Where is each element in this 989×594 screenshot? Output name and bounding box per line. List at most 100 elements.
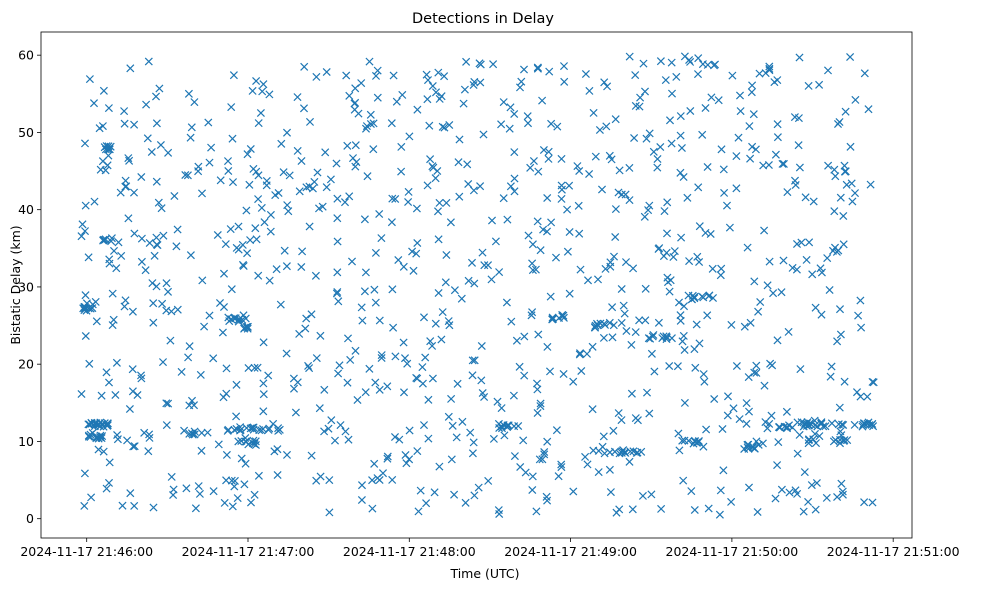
data-point (869, 378, 878, 387)
data-point (599, 432, 608, 441)
data-point (596, 319, 605, 328)
data-point (434, 68, 443, 77)
data-point (155, 84, 164, 93)
data-point (641, 316, 650, 325)
data-point (788, 263, 797, 272)
data-point (84, 253, 93, 262)
data-point (147, 147, 156, 157)
data-point (817, 268, 826, 277)
data-point (835, 117, 844, 127)
data-point (442, 250, 451, 260)
data-point (602, 122, 611, 131)
data-point (765, 62, 774, 71)
data-point (343, 378, 352, 387)
data-point (690, 505, 699, 515)
data-point (444, 412, 453, 421)
data-point (591, 321, 600, 330)
data-point (520, 332, 529, 341)
data-point (826, 372, 835, 381)
data-point (431, 319, 440, 328)
data-point (768, 361, 777, 370)
data-point (734, 133, 743, 142)
data-point (815, 80, 824, 89)
data-point (373, 66, 382, 75)
data-point (499, 98, 508, 107)
data-point (569, 487, 578, 496)
data-point (680, 345, 689, 355)
data-point (534, 330, 543, 339)
data-point (645, 129, 654, 138)
data-point (495, 509, 504, 519)
data-point (810, 421, 820, 430)
data-point (463, 160, 472, 169)
data-point (371, 378, 380, 387)
data-point (89, 99, 99, 108)
data-point (452, 433, 461, 442)
data-point (128, 365, 137, 374)
data-point (827, 362, 836, 371)
data-point (794, 141, 803, 150)
data-point (678, 436, 687, 445)
data-point (594, 468, 603, 477)
data-point (725, 223, 734, 232)
data-point (351, 141, 360, 150)
data-point (591, 152, 600, 161)
data-point (184, 353, 193, 362)
data-point (630, 133, 639, 143)
data-point (102, 368, 111, 377)
data-point (695, 257, 704, 267)
data-point (545, 367, 555, 376)
data-point (716, 271, 725, 280)
data-point (237, 454, 246, 463)
data-point (548, 315, 557, 324)
data-point (773, 120, 782, 129)
data-point (102, 142, 111, 151)
data-point (149, 318, 158, 327)
data-point (265, 424, 274, 433)
data-point (532, 507, 541, 516)
data-point (600, 78, 609, 87)
data-point (573, 162, 582, 171)
data-point (653, 154, 662, 164)
data-point (422, 499, 431, 508)
data-point (811, 505, 820, 514)
data-point (447, 394, 456, 403)
data-point (241, 459, 250, 468)
data-point (811, 303, 820, 312)
data-point (187, 123, 196, 132)
data-point (444, 317, 453, 326)
data-point (244, 363, 253, 373)
data-point (617, 284, 626, 294)
data-point (674, 298, 684, 307)
data-point (759, 161, 768, 170)
data-point (241, 314, 250, 323)
data-point (695, 222, 704, 231)
data-point (399, 388, 409, 397)
data-point (662, 229, 672, 238)
data-point (112, 358, 121, 367)
data-point (611, 205, 620, 214)
data-point (732, 184, 741, 193)
data-point (823, 254, 832, 263)
data-point (343, 334, 353, 343)
data-point (258, 87, 267, 96)
data-point (369, 119, 378, 128)
data-point (124, 154, 133, 163)
data-point (563, 205, 572, 214)
data-point (105, 255, 114, 264)
data-point (151, 92, 161, 101)
data-point (404, 197, 413, 207)
data-point (536, 402, 545, 411)
data-point (305, 222, 314, 231)
data-point (679, 476, 688, 485)
data-point (633, 416, 642, 425)
data-point (575, 166, 584, 176)
data-point (185, 401, 194, 410)
data-point (612, 508, 621, 517)
data-point (266, 227, 275, 236)
data-point (395, 435, 404, 444)
y-tick-label: 30 (18, 279, 34, 294)
data-point (543, 193, 552, 203)
data-point (377, 234, 386, 243)
data-point (475, 59, 484, 68)
